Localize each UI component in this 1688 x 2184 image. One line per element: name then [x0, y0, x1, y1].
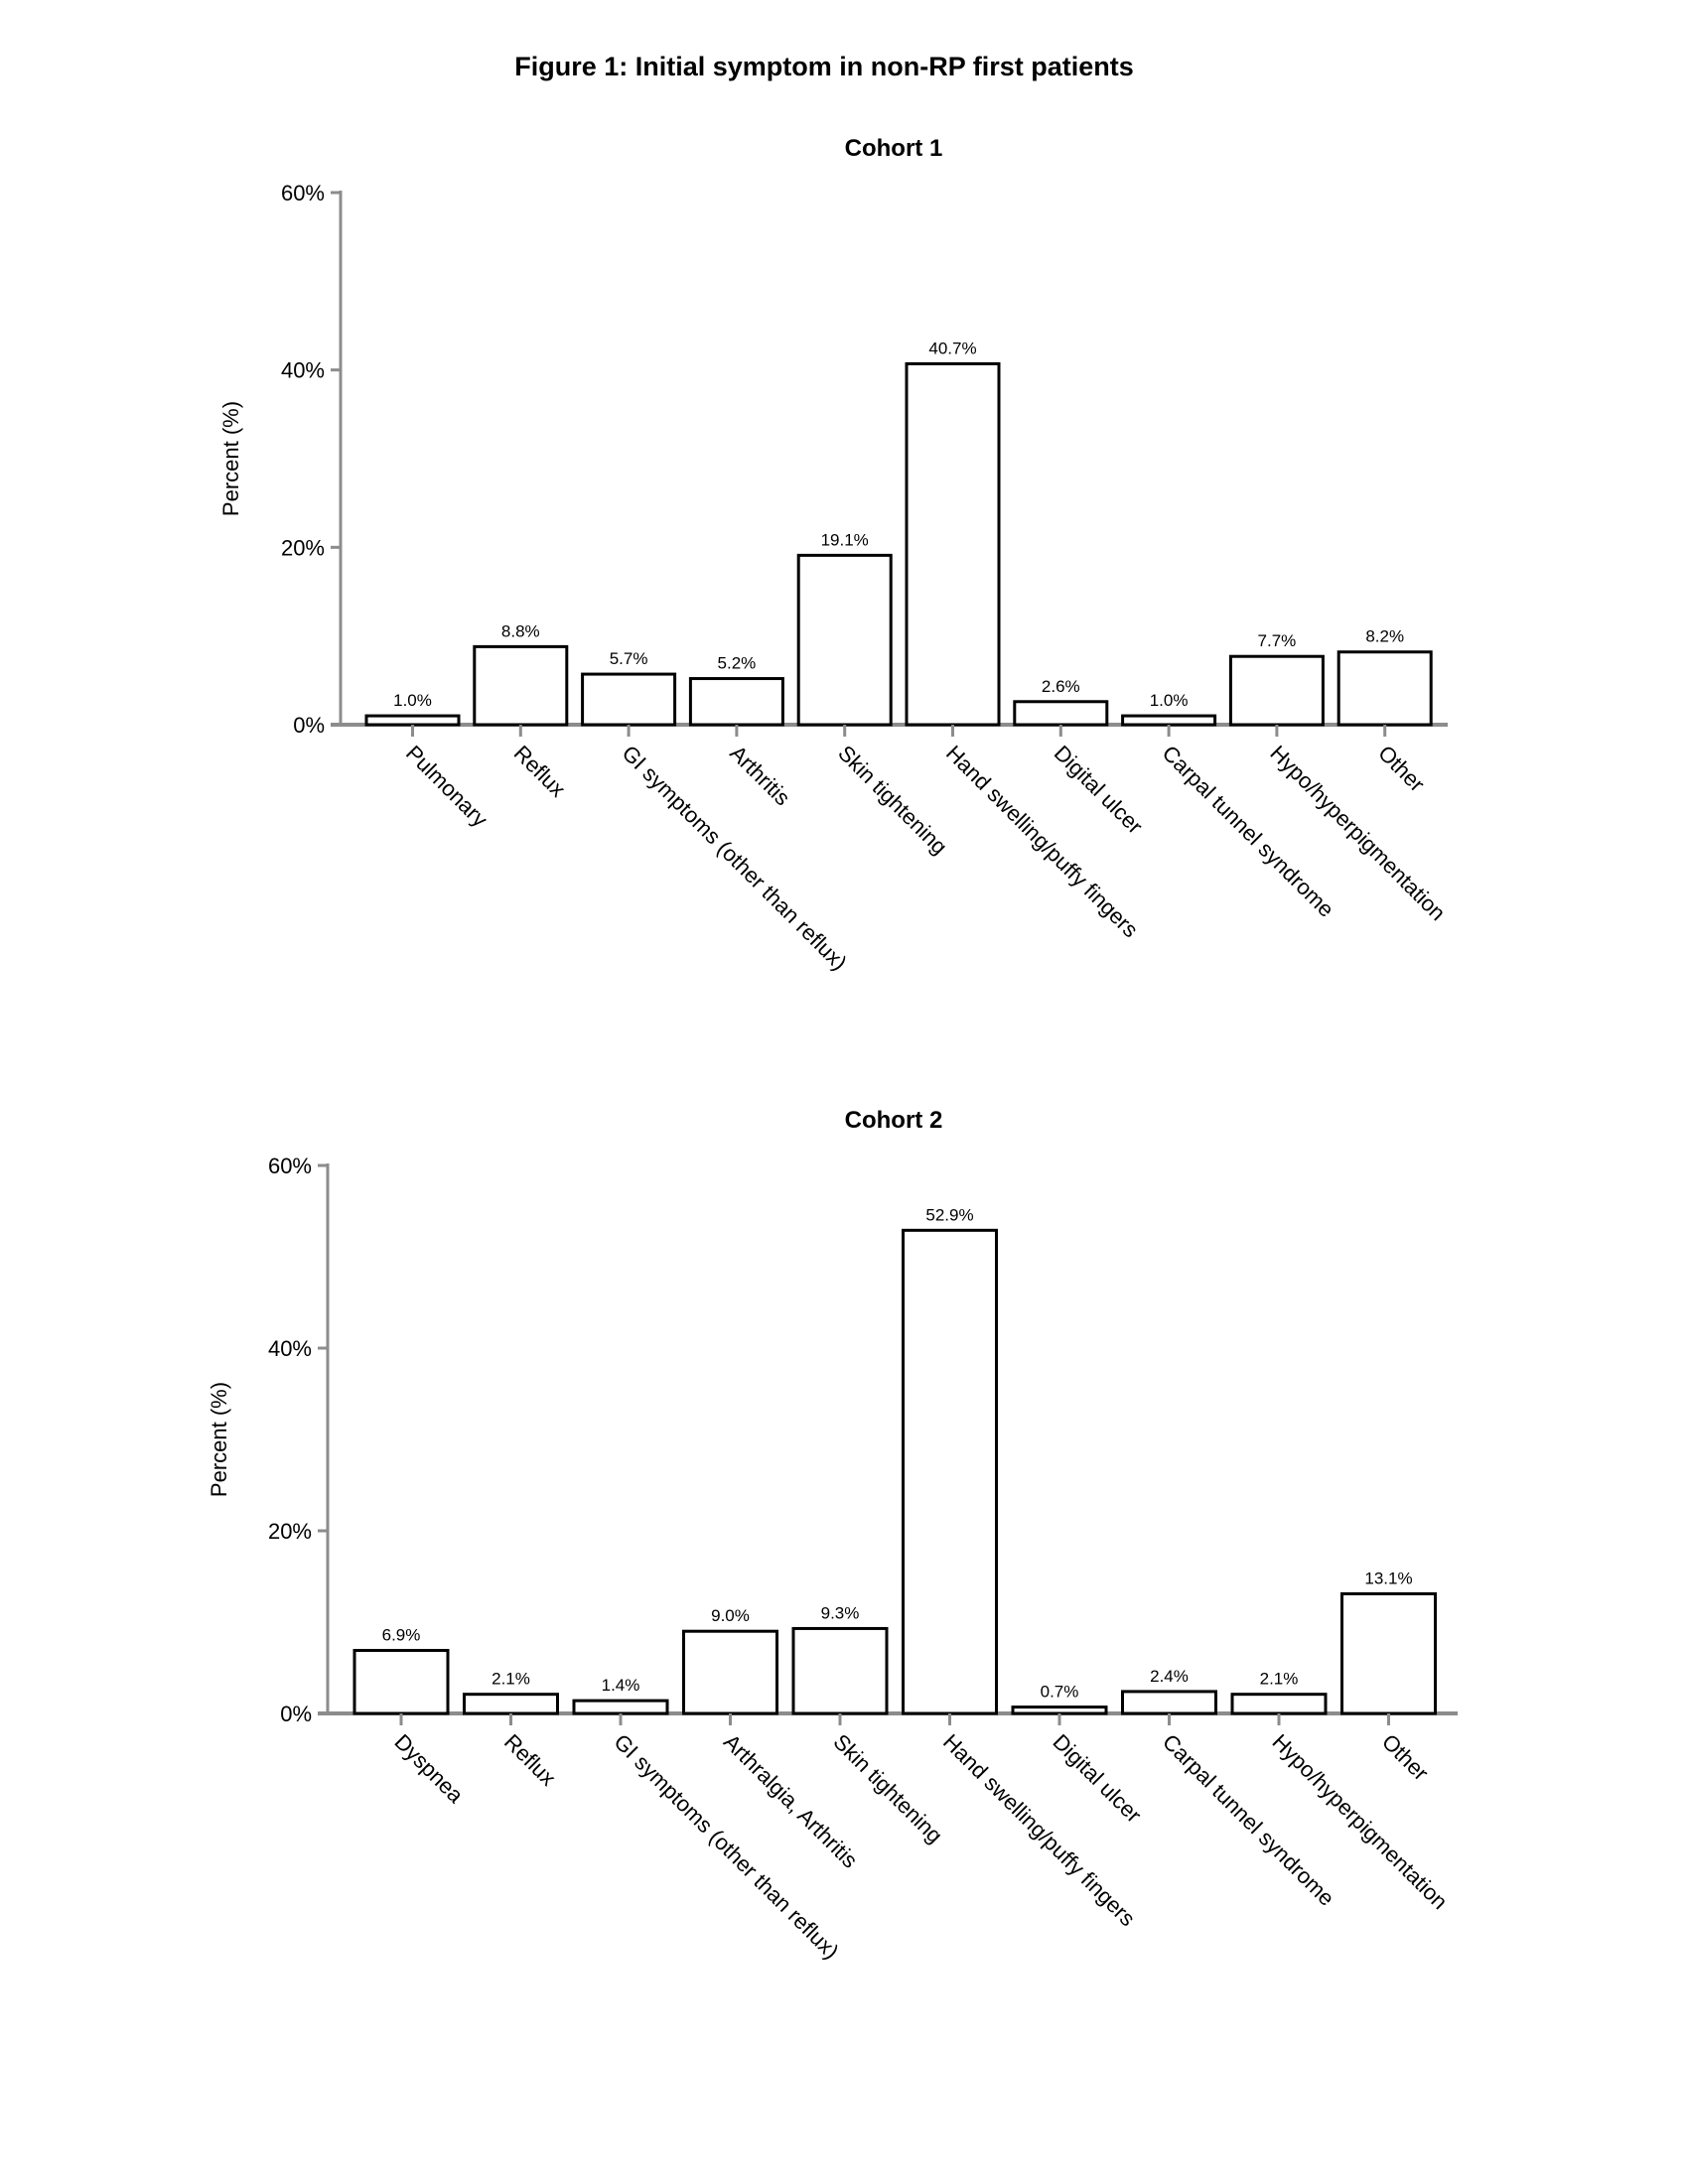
bar-value-label: 2.1%: [492, 1670, 530, 1689]
bar-value-label: 0.7%: [1041, 1683, 1079, 1702]
x-tick-label: Digital ulcer: [1050, 741, 1148, 839]
bar: [364, 714, 461, 727]
bar-value-label: 7.7%: [1258, 631, 1297, 650]
y-tick-label: 60%: [268, 1154, 312, 1178]
y-axis-label: Percent (%): [218, 401, 243, 516]
x-tick-label: Reflux: [509, 741, 571, 802]
y-tick-label: 20%: [268, 1519, 312, 1544]
bar: [1230, 1693, 1328, 1715]
bar: [1013, 700, 1109, 727]
bar: [1121, 714, 1217, 727]
x-tick-label: Other: [1373, 741, 1430, 797]
bar-value-label: 52.9%: [925, 1205, 973, 1224]
bar: [1340, 1591, 1437, 1715]
bar-value-label: 1.0%: [393, 691, 432, 710]
bar: [473, 644, 569, 727]
bar-value-label: 6.9%: [382, 1626, 421, 1645]
bar: [682, 1629, 778, 1715]
bar: [581, 672, 677, 727]
x-tick-label: Reflux: [499, 1729, 561, 1791]
y-tick-label: 40%: [281, 358, 325, 383]
x-tick-label: Hand swelling/puffy fingers: [941, 741, 1143, 942]
bar-value-label: 5.7%: [610, 649, 648, 668]
bar-value-label: 13.1%: [1364, 1569, 1412, 1587]
bar-value-label: 5.2%: [718, 654, 757, 673]
bar-value-label: 2.6%: [1042, 677, 1080, 696]
x-tick-label: Hand swelling/puffy fingers: [938, 1729, 1140, 1931]
y-tick-label: 40%: [268, 1336, 312, 1361]
bar-value-label: 40.7%: [928, 339, 976, 357]
bar: [1121, 1690, 1217, 1715]
bar-value-label: 1.4%: [602, 1676, 640, 1695]
y-tick-label: 0%: [280, 1702, 312, 1726]
bar: [796, 553, 893, 727]
chart-title: Cohort 2: [845, 1107, 943, 1134]
bar-value-label: 19.1%: [821, 530, 869, 549]
y-tick-label: 0%: [293, 713, 325, 738]
y-tick-label: 20%: [281, 535, 325, 560]
x-tick-label: GI symptoms (other than reflux): [609, 1729, 843, 1964]
bar: [1228, 654, 1325, 727]
chart-cohort-1: Cohort 1 Percent (%) 0% 20% 40% 60% 1.0% Pulmon…: [218, 135, 1451, 975]
bar: [902, 1228, 998, 1715]
bar: [905, 361, 1001, 727]
bar-value-label: 9.0%: [711, 1606, 750, 1625]
bar-value-label: 8.8%: [501, 621, 540, 640]
y-axis-label: Percent (%): [207, 1382, 231, 1497]
x-tick-label: Other: [1377, 1729, 1434, 1786]
figure-title: Figure 1: Initial symptom in non-RP firs…: [514, 52, 1134, 81]
bar: [463, 1693, 559, 1715]
x-tick-label: Hypo/hyperpigmentation: [1265, 741, 1450, 925]
bar-value-label: 8.2%: [1365, 627, 1404, 646]
x-tick-label: GI symptoms (other than reflux): [618, 741, 852, 975]
bar-value-label: 2.4%: [1150, 1667, 1189, 1686]
x-tick-label: Dyspnea: [389, 1729, 469, 1809]
x-tick-label: Skin tightening: [833, 741, 952, 860]
bar: [791, 1626, 889, 1715]
bar: [352, 1649, 450, 1715]
y-tick-label: 60%: [281, 181, 325, 205]
x-tick-label: Pulmonary: [401, 741, 492, 832]
x-tick-label: Digital ulcer: [1048, 1729, 1146, 1828]
bar: [572, 1699, 669, 1715]
bar-value-label: 1.0%: [1150, 691, 1189, 710]
chart-title: Cohort 1: [845, 135, 943, 162]
x-tick-label: Skin tightening: [828, 1729, 947, 1848]
bar: [1336, 650, 1433, 727]
x-tick-label: Hypo/hyperpigmentation: [1267, 1729, 1452, 1914]
chart-cohort-2: Cohort 2 Percent (%) 0% 20% 40% 60% 6.9% Dyspne…: [207, 1107, 1458, 1964]
bar-value-label: 2.1%: [1260, 1670, 1299, 1689]
bar: [1011, 1706, 1108, 1715]
x-tick-label: Arthritis: [725, 741, 794, 810]
bar: [688, 677, 784, 727]
x-tick-label: Carpal tunnel syndrome: [1158, 741, 1339, 922]
bar-value-label: 9.3%: [821, 1603, 860, 1622]
